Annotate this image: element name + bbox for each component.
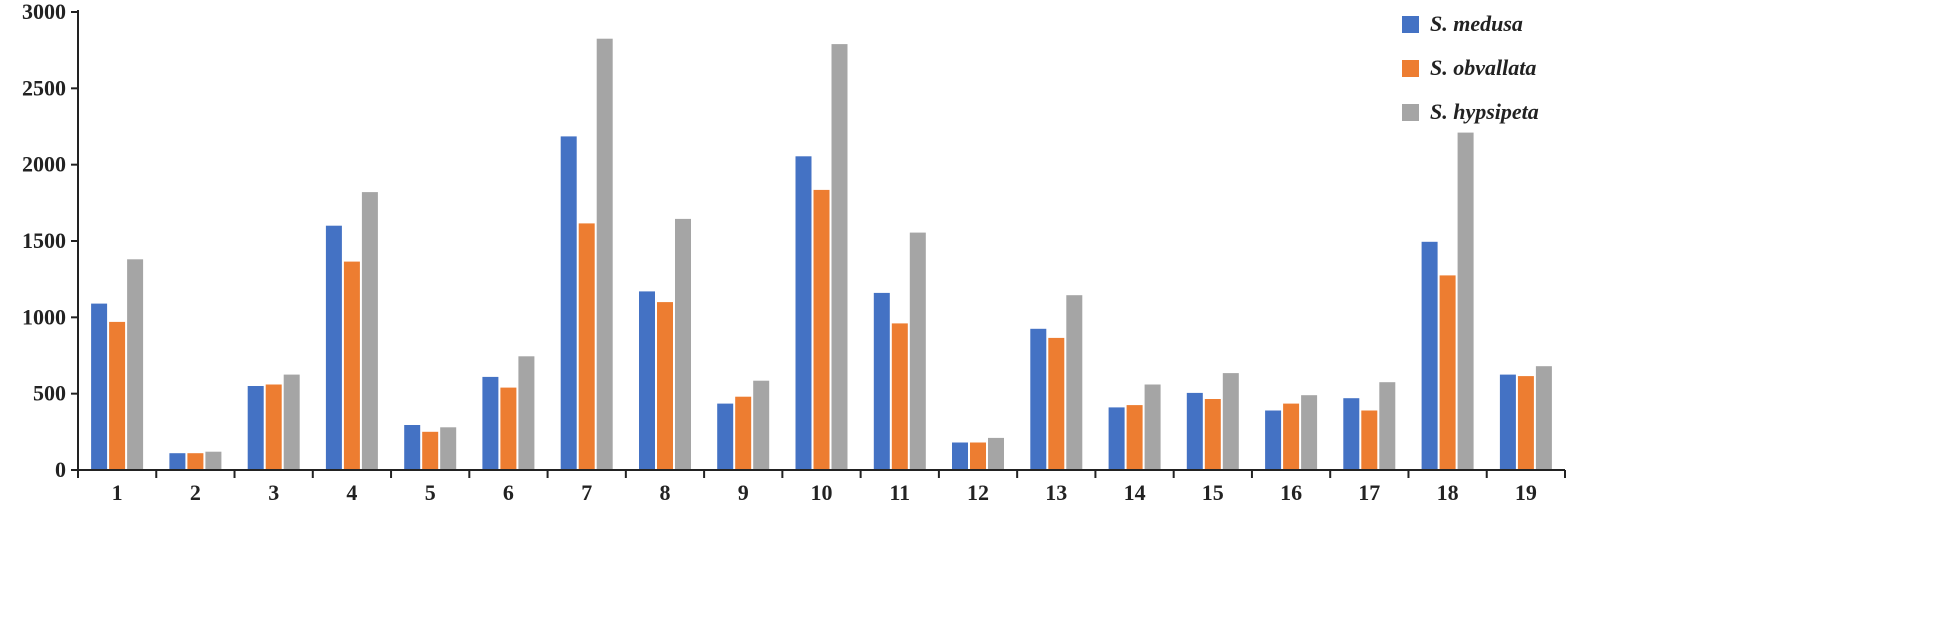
bar-1-13 xyxy=(1030,328,1047,470)
bar-1-9 xyxy=(717,403,734,470)
y-tick-label: 2500 xyxy=(22,75,66,100)
bar-2-2 xyxy=(187,453,204,470)
legend-label-1: S. medusa xyxy=(1430,11,1523,36)
legend-label-3: S. hypsipeta xyxy=(1430,99,1539,124)
legend-swatch-3 xyxy=(1402,104,1419,121)
bar-2-14 xyxy=(1126,405,1143,470)
bar-1-7 xyxy=(560,136,577,470)
legend-swatch-1 xyxy=(1402,16,1419,33)
bar-2-8 xyxy=(657,302,673,470)
x-tick-label: 1 xyxy=(112,480,123,505)
legend-label-2: S. obvallata xyxy=(1430,55,1536,80)
bar-3-1 xyxy=(127,259,144,470)
bar-1-8 xyxy=(639,291,655,470)
bar-3-4 xyxy=(361,192,378,470)
x-tick-label: 18 xyxy=(1437,480,1459,505)
bar-2-5 xyxy=(422,431,439,470)
bar-1-6 xyxy=(482,376,499,470)
bar-1-1 xyxy=(91,303,108,470)
bar-1-5 xyxy=(404,425,421,470)
bar-3-11 xyxy=(909,232,926,470)
bar-3-5 xyxy=(440,427,457,470)
bar-1-11 xyxy=(873,292,890,470)
x-tick-label: 13 xyxy=(1045,480,1067,505)
x-tick-label: 5 xyxy=(425,480,436,505)
legend-swatch-2 xyxy=(1402,60,1419,77)
legend: S. medusa S. obvallata S. hypsipeta xyxy=(1402,11,1539,124)
bar-1-16 xyxy=(1265,410,1282,470)
y-tick-label: 3000 xyxy=(22,0,66,24)
bar-3-9 xyxy=(753,380,770,470)
bar-2-13 xyxy=(1048,337,1065,470)
bar-1-15 xyxy=(1186,392,1203,470)
bar-1-3 xyxy=(247,386,264,470)
bar-2-7 xyxy=(578,223,595,470)
bars-layer xyxy=(91,38,1552,471)
x-tick-label: 15 xyxy=(1202,480,1224,505)
bar-1-10 xyxy=(795,156,812,471)
bar-2-17 xyxy=(1361,410,1378,470)
x-tick-label: 17 xyxy=(1358,480,1380,505)
x-tick-label: 4 xyxy=(346,480,357,505)
bar-3-19 xyxy=(1535,366,1552,470)
bar-3-7 xyxy=(596,38,613,470)
x-tick-label: 16 xyxy=(1280,480,1302,505)
bar-2-4 xyxy=(343,261,360,470)
bar-2-10 xyxy=(813,189,830,470)
bar-3-12 xyxy=(988,437,1004,470)
bar-3-2 xyxy=(205,451,222,470)
bar-1-14 xyxy=(1108,407,1125,470)
bar-3-14 xyxy=(1144,384,1161,470)
x-tick-label: 6 xyxy=(503,480,514,505)
y-tick-label: 1500 xyxy=(22,228,66,253)
x-tick-label: 19 xyxy=(1515,480,1537,505)
bar-2-18 xyxy=(1439,275,1456,470)
bar-1-19 xyxy=(1499,374,1516,470)
bar-3-10 xyxy=(831,44,848,470)
bar-1-2 xyxy=(169,453,186,470)
bar-1-4 xyxy=(325,225,342,470)
x-tick-label: 7 xyxy=(581,480,592,505)
bar-3-3 xyxy=(283,374,300,470)
y-tick-label: 0 xyxy=(55,457,66,482)
bar-2-6 xyxy=(500,387,517,470)
x-tick-label: 2 xyxy=(190,480,201,505)
x-tick-label: 12 xyxy=(967,480,989,505)
bar-1-12 xyxy=(952,442,968,470)
bar-2-11 xyxy=(891,323,908,470)
bar-2-12 xyxy=(970,442,986,470)
bar-2-16 xyxy=(1283,403,1300,470)
x-tick-label: 8 xyxy=(660,480,671,505)
bar-1-18 xyxy=(1421,241,1438,470)
x-tick-label: 10 xyxy=(811,480,833,505)
bar-3-13 xyxy=(1066,295,1083,470)
bar-3-6 xyxy=(518,356,535,470)
bar-2-3 xyxy=(265,384,282,470)
x-tick-label: 14 xyxy=(1124,480,1146,505)
x-tick-label: 9 xyxy=(738,480,749,505)
bar-2-9 xyxy=(735,396,752,470)
bar-3-18 xyxy=(1457,132,1474,470)
bar-2-1 xyxy=(109,321,126,470)
bar-3-8 xyxy=(675,218,691,470)
y-tick-label: 500 xyxy=(33,381,66,406)
bar-3-15 xyxy=(1222,373,1239,470)
bar-1-17 xyxy=(1343,398,1360,470)
bar-3-16 xyxy=(1301,395,1318,470)
bar-2-15 xyxy=(1204,399,1221,470)
x-tick-label: 11 xyxy=(889,480,910,505)
bar-2-19 xyxy=(1517,376,1534,470)
y-tick-label: 2000 xyxy=(22,152,66,177)
x-tick-label: 3 xyxy=(268,480,279,505)
bar-3-17 xyxy=(1379,382,1396,470)
y-tick-label: 1000 xyxy=(22,304,66,329)
